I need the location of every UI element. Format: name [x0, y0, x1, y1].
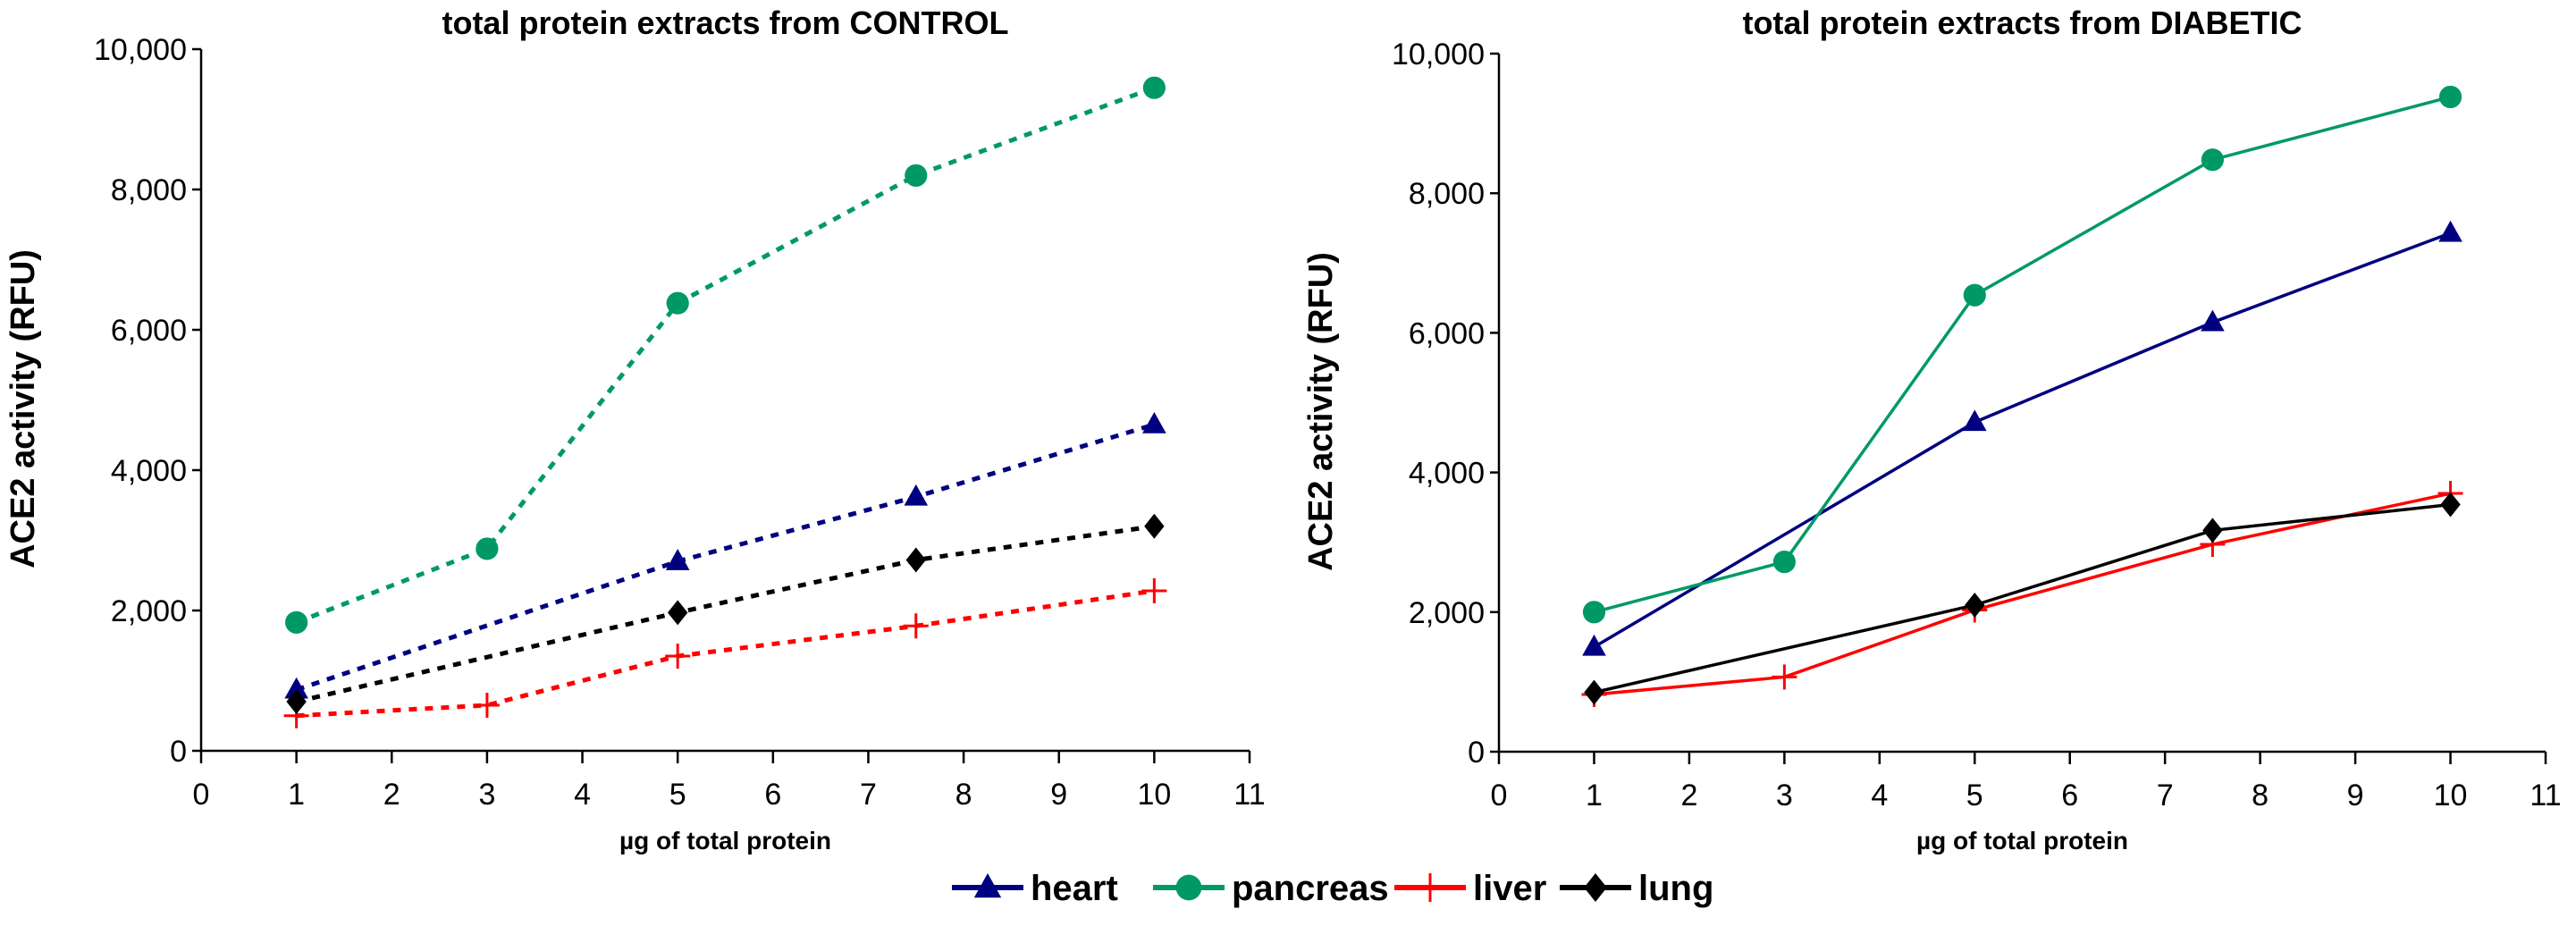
data-point-pancreas [666, 291, 689, 315]
x-tick-label: 6 [2061, 779, 2078, 812]
data-point-heart [1962, 409, 1987, 432]
series-line-lung [1594, 502, 2451, 694]
x-tick-label: 9 [2347, 779, 2364, 812]
x-tick-label: 4 [574, 778, 591, 812]
series-line-liver [296, 588, 1155, 719]
y-axis-label: ACE2 activity (RFU) [1302, 252, 1340, 571]
chart-title: total protein extracts from CONTROL [442, 4, 1008, 41]
y-tick-label: 0 [1468, 736, 1485, 770]
data-point-lung [905, 547, 926, 573]
y-tick-label: 8,000 [1409, 177, 1485, 211]
x-tick-label: 4 [1871, 779, 1888, 812]
x-tick-label: 3 [1776, 779, 1793, 812]
diabetic-chart: total protein extracts from DIABETIC 0 2,0… [1302, 4, 2562, 854]
x-tick-label: 11 [1233, 778, 1265, 812]
data-point-lung [667, 600, 688, 626]
x-axis-label: µg of total protein [1916, 827, 2128, 854]
x-tick-label: 11 [2530, 779, 2561, 812]
data-point-lung [2440, 492, 2461, 518]
data-point-lung [2202, 518, 2223, 543]
x-tick-label: 2 [383, 778, 400, 812]
data-point-pancreas [2438, 85, 2462, 109]
x-tick-label: 10 [2434, 779, 2468, 812]
plus-icon [1416, 873, 1444, 902]
y-tick-label: 4,000 [111, 454, 187, 488]
data-point-heart [904, 484, 929, 506]
data-point-lung [1965, 592, 1985, 618]
circle-icon [1175, 874, 1202, 901]
legend-label: liver [1473, 869, 1546, 908]
y-tick-label: 10,000 [94, 33, 187, 67]
data-point-lung [286, 689, 307, 715]
x-tick-label: 8 [2252, 779, 2269, 812]
x-tick-label: 5 [669, 778, 686, 812]
series-line-lung [296, 524, 1155, 704]
legend-label: heart [1031, 869, 1118, 908]
x-tick-label: 2 [1680, 779, 1697, 812]
data-point-heart [284, 677, 308, 699]
x-tick-label: 10 [1137, 778, 1171, 812]
control-chart: total protein extracts from CONTROL 0 2,00… [4, 4, 1266, 854]
y-tick-label: 2,000 [1409, 596, 1485, 630]
data-point-pancreas [476, 537, 499, 560]
y-tick-label: 6,000 [111, 314, 187, 348]
x-tick-label: 0 [1491, 779, 1508, 812]
data-point-pancreas [1142, 76, 1166, 99]
x-tick-label: 5 [1966, 779, 1983, 812]
legend-item-pancreas: pancreas [1153, 869, 1389, 908]
legend-item-heart: heart [952, 869, 1118, 908]
data-point-liver [903, 613, 929, 639]
y-tick-label: 4,000 [1409, 457, 1485, 491]
data-point-liver [1141, 578, 1167, 604]
y-tick-label: 10,000 [1392, 38, 1485, 72]
x-axis-label: µg of total protein [619, 827, 831, 854]
data-point-heart [665, 549, 690, 570]
y-tick-label: 8,000 [111, 173, 187, 207]
x-tick-label: 7 [860, 778, 877, 812]
x-tick-label: 0 [193, 778, 210, 812]
data-point-pancreas [1582, 601, 1606, 624]
triangle-icon [973, 873, 1002, 898]
legend-item-liver: liver [1394, 869, 1546, 908]
series-line-pancreas [295, 85, 1156, 625]
x-tick-label: 9 [1050, 778, 1067, 812]
data-point-lung [1584, 679, 1604, 705]
y-tick-label: 0 [170, 735, 187, 769]
y-tick-label: 6,000 [1409, 316, 1485, 350]
data-point-pancreas [2201, 148, 2225, 172]
x-tick-label: 3 [478, 778, 495, 812]
data-point-heart [2438, 220, 2462, 242]
data-point-heart [1142, 411, 1166, 434]
data-point-liver [1772, 664, 1797, 690]
x-tick-label: 7 [2157, 779, 2174, 812]
legend: heart pancreas liver lung [952, 869, 1713, 908]
chart-title: total protein extracts from DIABETIC [1742, 4, 2302, 41]
x-tick-label: 1 [1586, 779, 1603, 812]
legend-item-lung: lung [1560, 869, 1713, 908]
x-tick-label: 1 [288, 778, 305, 812]
y-tick-label: 2,000 [111, 594, 187, 628]
x-tick-label: 8 [955, 778, 972, 812]
data-point-heart [2201, 309, 2225, 332]
x-tick-label: 6 [764, 778, 781, 812]
legend-label: lung [1638, 869, 1713, 908]
data-point-liver [665, 644, 691, 669]
data-point-pancreas [1772, 550, 1796, 574]
diamond-icon [1584, 873, 1607, 902]
series-line-pancreas [1594, 95, 2451, 614]
data-point-liver [474, 692, 500, 718]
data-point-heart [1582, 634, 1606, 656]
series-line-heart [295, 422, 1156, 693]
legend-label: pancreas [1232, 869, 1389, 908]
data-point-pancreas [1963, 283, 1986, 307]
data-point-lung [1144, 513, 1165, 539]
data-point-pancreas [905, 164, 928, 187]
data-point-pancreas [285, 610, 308, 634]
series-line-heart [1593, 232, 2452, 649]
y-axis-label: ACE2 activity (RFU) [4, 249, 42, 568]
